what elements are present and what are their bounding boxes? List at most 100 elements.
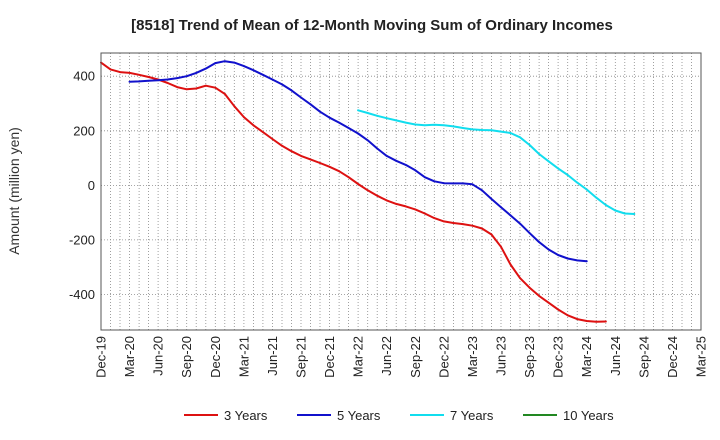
data-point bbox=[395, 203, 398, 205]
series-line-3-years bbox=[100, 61, 607, 323]
data-point bbox=[223, 93, 226, 95]
data-point bbox=[223, 60, 226, 63]
y-tick-label: 0 bbox=[88, 178, 95, 193]
data-point bbox=[423, 124, 426, 127]
data-point bbox=[204, 84, 207, 87]
y-tick-label: -200 bbox=[69, 232, 95, 247]
data-point bbox=[566, 257, 569, 260]
data-point bbox=[623, 212, 626, 215]
data-point bbox=[404, 205, 407, 208]
data-point bbox=[290, 89, 293, 92]
data-point bbox=[271, 78, 274, 81]
data-point bbox=[576, 181, 579, 184]
data-point bbox=[528, 286, 531, 289]
x-tick-label: Mar-24 bbox=[579, 336, 594, 377]
data-point bbox=[443, 124, 445, 127]
data-point bbox=[423, 212, 426, 215]
data-point bbox=[319, 162, 321, 164]
data-point bbox=[138, 80, 141, 83]
x-tick-label: Dec-23 bbox=[551, 336, 566, 378]
x-tick-label: Jun-20 bbox=[151, 336, 166, 376]
data-point bbox=[614, 209, 617, 212]
data-point bbox=[604, 320, 607, 323]
data-point bbox=[404, 164, 407, 166]
data-point bbox=[376, 114, 379, 117]
x-tick-label: Mar-25 bbox=[694, 336, 709, 377]
data-point bbox=[262, 73, 264, 76]
x-tick-label: Dec-19 bbox=[94, 336, 109, 378]
data-point bbox=[347, 127, 350, 129]
chart-title: [8518] Trend of Mean of 12-Month Moving … bbox=[131, 17, 613, 34]
y-tick-label: 400 bbox=[73, 69, 95, 84]
data-point bbox=[500, 245, 502, 248]
data-point bbox=[309, 103, 312, 106]
data-point bbox=[357, 183, 359, 185]
data-point bbox=[128, 72, 131, 74]
series-layer bbox=[100, 60, 636, 323]
data-point bbox=[290, 150, 293, 153]
data-point bbox=[576, 259, 579, 262]
data-point bbox=[433, 123, 436, 126]
data-point bbox=[528, 144, 531, 146]
data-point bbox=[338, 170, 340, 173]
data-point bbox=[547, 248, 550, 251]
data-point bbox=[138, 73, 141, 76]
data-point bbox=[471, 224, 474, 227]
data-point bbox=[519, 222, 521, 225]
data-point bbox=[538, 241, 540, 244]
data-point bbox=[300, 155, 302, 157]
data-point bbox=[366, 189, 369, 192]
data-point bbox=[585, 188, 588, 191]
data-point bbox=[576, 318, 579, 320]
data-point bbox=[309, 158, 312, 161]
data-point bbox=[128, 80, 131, 83]
data-point bbox=[557, 308, 559, 311]
data-point bbox=[166, 82, 169, 84]
data-point bbox=[500, 206, 502, 209]
data-point bbox=[395, 159, 398, 162]
data-point bbox=[452, 222, 455, 224]
data-point bbox=[585, 320, 588, 322]
x-tick-label: Mar-20 bbox=[122, 336, 137, 377]
data-point bbox=[338, 121, 340, 124]
data-point bbox=[433, 180, 436, 183]
data-point bbox=[366, 139, 369, 142]
data-point bbox=[462, 223, 464, 226]
data-point bbox=[319, 110, 321, 113]
data-point bbox=[166, 78, 169, 81]
plot-area-frame bbox=[100, 52, 702, 331]
data-point bbox=[385, 155, 388, 157]
y-tick-label: 200 bbox=[73, 123, 95, 138]
data-point bbox=[519, 136, 521, 139]
data-point bbox=[376, 194, 379, 197]
x-tick-label: Sep-24 bbox=[636, 336, 651, 378]
data-point bbox=[214, 62, 217, 64]
data-point bbox=[566, 174, 569, 176]
data-point bbox=[376, 147, 379, 150]
x-tick-label: Mar-22 bbox=[351, 336, 366, 377]
data-point bbox=[528, 232, 531, 235]
data-point bbox=[462, 182, 464, 185]
data-point bbox=[252, 69, 255, 72]
data-point bbox=[243, 116, 245, 118]
data-point bbox=[490, 233, 493, 236]
data-point bbox=[557, 167, 559, 170]
legend-label: 3 Years bbox=[224, 408, 268, 423]
data-point bbox=[366, 112, 369, 114]
data-point bbox=[452, 125, 455, 128]
data-point bbox=[385, 199, 388, 202]
data-point bbox=[414, 123, 417, 126]
y-tick-labels: -400 -200 0 200 400 bbox=[69, 69, 95, 302]
data-point bbox=[147, 79, 150, 82]
data-point bbox=[471, 183, 474, 186]
data-point bbox=[300, 96, 302, 99]
data-point bbox=[462, 127, 464, 129]
legend-label: 10 Years bbox=[563, 408, 614, 423]
data-point bbox=[328, 165, 331, 168]
data-point bbox=[490, 198, 493, 200]
data-point bbox=[385, 117, 388, 120]
data-point bbox=[119, 71, 121, 73]
data-point bbox=[176, 77, 179, 79]
data-point bbox=[176, 86, 179, 88]
